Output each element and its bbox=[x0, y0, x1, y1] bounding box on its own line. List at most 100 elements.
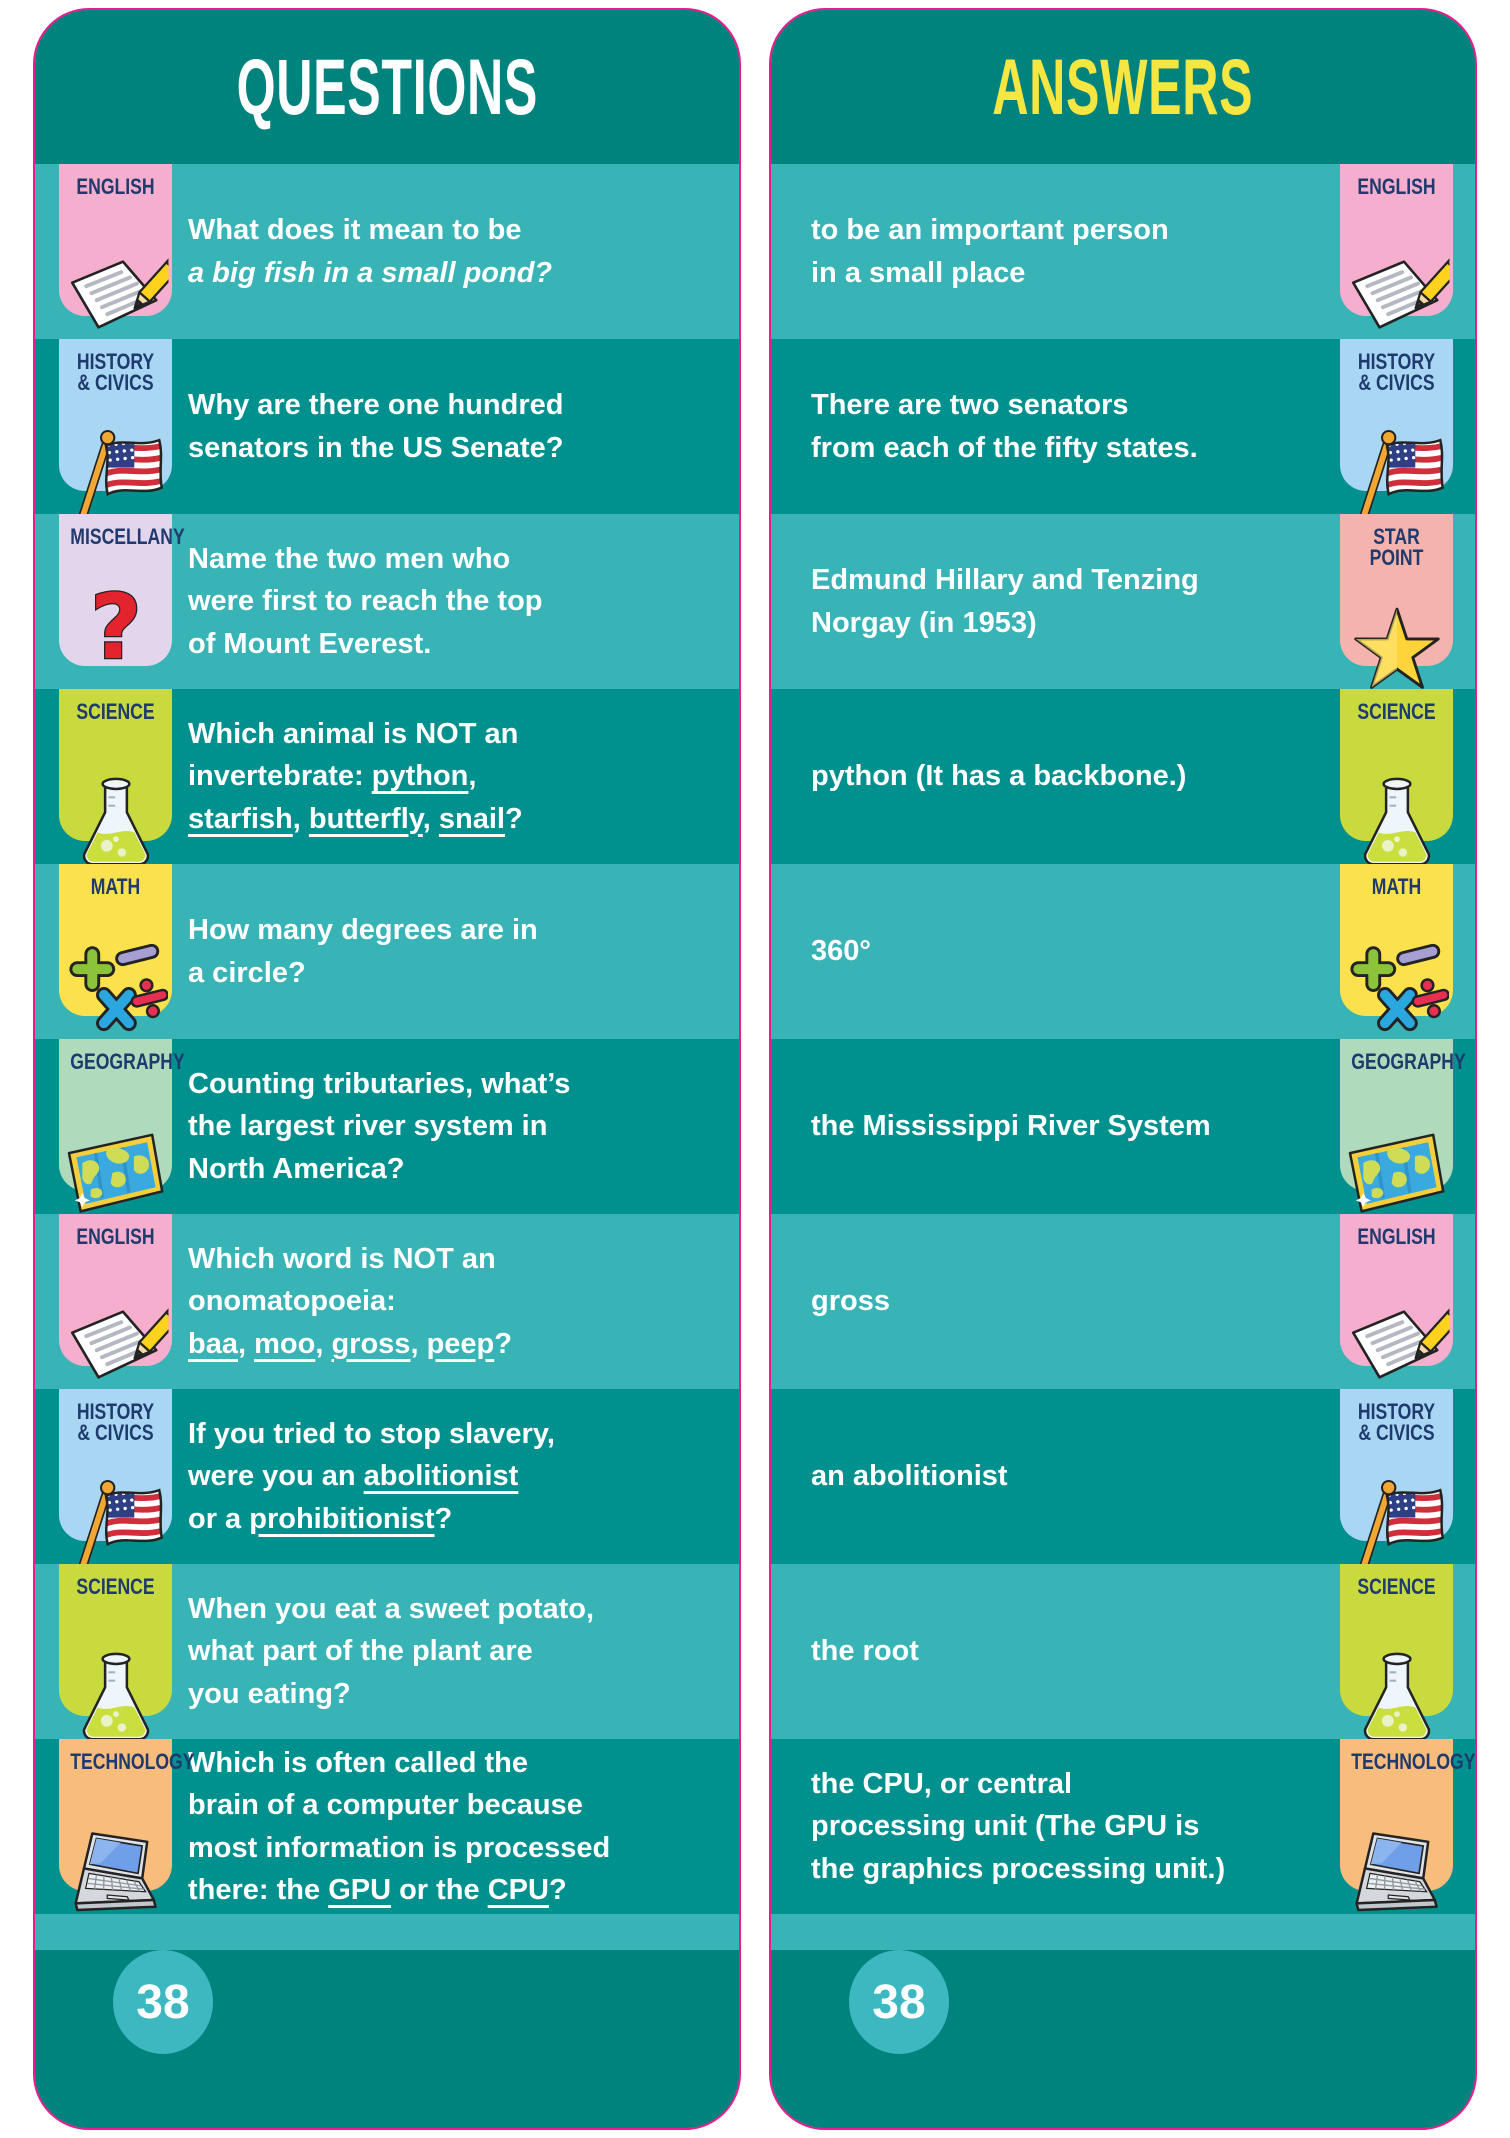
category-label: ENGLISH bbox=[1357, 1224, 1436, 1249]
answers-rows: ENGLISH to be an important person in a sm… bbox=[771, 164, 1475, 1914]
underlined-term: peep bbox=[426, 1327, 495, 1360]
category-badge-technology: TECHNOLOGY bbox=[59, 1739, 195, 1912]
category-label: STAR POINT bbox=[1369, 524, 1424, 570]
answers-title: ANSWERS bbox=[992, 42, 1254, 132]
qa-row: ENGLISH to be an important person in a sm… bbox=[771, 164, 1475, 339]
qa-row: HISTORY & CIVICS If you tried to stop sl… bbox=[35, 1389, 739, 1572]
underlined-term: gross bbox=[331, 1327, 411, 1360]
underlined-term: prohibitionist bbox=[249, 1502, 435, 1535]
answer-text: the Mississippi River System bbox=[811, 1110, 1211, 1143]
paper-pencil-icon bbox=[1344, 1287, 1469, 1388]
italic-text: a big fish in a small pond? bbox=[188, 256, 553, 289]
answer-text: the CPU, or central processing unit (The … bbox=[811, 1768, 1226, 1885]
category-badge-english: ENGLISH bbox=[59, 1214, 188, 1379]
qa-row: SCIENCE Which animal is NOT an invertebra… bbox=[35, 689, 739, 866]
answers-card: ANSWERS ENGLISH to be an important perso… bbox=[769, 8, 1477, 2130]
flask-icon bbox=[1351, 772, 1443, 877]
category-badge-science: SCIENCE bbox=[1340, 1564, 1453, 1741]
math-symbols-icon bbox=[64, 930, 169, 1034]
category-badge-star-point: STAR POINT bbox=[1340, 514, 1453, 689]
category-label: ENGLISH bbox=[76, 174, 155, 199]
category-label: SCIENCE bbox=[76, 699, 155, 724]
questions-header: QUESTIONS bbox=[35, 10, 739, 164]
answer-text: the root bbox=[811, 1635, 919, 1668]
category-badge-geography: GEOGRAPHY bbox=[59, 1039, 185, 1213]
qa-row: HISTORY & CIVICS Why are there one hundr… bbox=[35, 339, 739, 522]
category-label: GEOGRAPHY bbox=[1351, 1049, 1466, 1074]
underlined-term: baa bbox=[188, 1327, 238, 1360]
paper-pencil-icon bbox=[63, 237, 188, 338]
answers-header: ANSWERS bbox=[771, 10, 1475, 164]
qa-row: GEOGRAPHY the Mississippi River System bbox=[771, 1039, 1475, 1214]
category-badge-english: ENGLISH bbox=[59, 164, 188, 329]
question-text: Which word is NOT an onomatopoeia: baa, mo… bbox=[188, 1243, 512, 1360]
flask-icon bbox=[70, 772, 162, 877]
category-label: HISTORY & CIVICS bbox=[76, 349, 155, 395]
paper-pencil-icon bbox=[1344, 237, 1469, 338]
qa-row: ENGLISH What does it mean to be a big fis… bbox=[35, 164, 739, 339]
flask-icon bbox=[1351, 1647, 1443, 1752]
qa-row: HISTORY & CIVICS an abolitionist bbox=[771, 1389, 1475, 1572]
questions-rows: ENGLISH What does it mean to be a big fis… bbox=[35, 164, 739, 1914]
page-number-badge: 38 bbox=[849, 1950, 949, 2054]
qa-row: MATH How many degrees are in a circle? bbox=[35, 864, 739, 1039]
category-badge-history-civics: HISTORY & CIVICS bbox=[1340, 339, 1453, 522]
flask-icon bbox=[70, 1647, 162, 1752]
underlined-term: snail bbox=[438, 802, 505, 835]
us-flag-icon bbox=[66, 421, 166, 525]
page-number: 38 bbox=[872, 1975, 926, 2029]
qa-row: MISCELLANY ? Name the two men who were fir… bbox=[35, 514, 739, 689]
underlined-term: starfish bbox=[188, 802, 293, 835]
qa-row: TECHNOLOGY Which is often called the brai… bbox=[35, 1739, 739, 1914]
qa-row: ENGLISH Which word is NOT an onomatopoeia… bbox=[35, 1214, 739, 1389]
category-label: ENGLISH bbox=[76, 1224, 155, 1249]
question-text: Counting tributaries, what’s the largest … bbox=[188, 1068, 571, 1185]
paper-pencil-icon bbox=[63, 1287, 188, 1388]
qa-row: MATH 360° bbox=[771, 864, 1475, 1039]
qa-row: TECHNOLOGY the CPU, or central processing… bbox=[771, 1739, 1475, 1914]
answer-text: python (It has a backbone.) bbox=[811, 760, 1187, 793]
answer-text: an abolitionist bbox=[811, 1460, 1008, 1493]
category-badge-english: ENGLISH bbox=[1340, 164, 1469, 329]
category-label: TECHNOLOGY bbox=[1351, 1749, 1476, 1774]
category-badge-english: ENGLISH bbox=[1340, 1214, 1469, 1379]
page-number: 38 bbox=[136, 1975, 190, 2029]
question-mark-icon: ? bbox=[78, 575, 154, 682]
qa-row: SCIENCE When you eat a sweet potato, what… bbox=[35, 1564, 739, 1741]
qa-row: GEOGRAPHY Counting tributaries, what’s th… bbox=[35, 1039, 739, 1214]
question-text: If you tried to stop slavery, were you an… bbox=[188, 1418, 555, 1535]
underlined-term: butterfly bbox=[308, 802, 423, 835]
category-badge-science: SCIENCE bbox=[1340, 689, 1453, 866]
underlined-term: abolitionist bbox=[363, 1460, 519, 1493]
category-label: HISTORY & CIVICS bbox=[76, 1399, 155, 1445]
laptop-icon bbox=[64, 1825, 168, 1921]
category-label: HISTORY & CIVICS bbox=[1357, 349, 1436, 395]
question-text: Why are there one hundred senators in the… bbox=[188, 389, 564, 464]
question-text: How many degrees are in a circle? bbox=[188, 914, 538, 989]
underlined-term: GPU bbox=[328, 1873, 392, 1906]
category-label: MATH bbox=[90, 874, 141, 899]
qa-row: HISTORY & CIVICS There are two senators f… bbox=[771, 339, 1475, 522]
question-text: Name the two men who were first to reach … bbox=[188, 543, 543, 660]
category-badge-science: SCIENCE bbox=[59, 1564, 172, 1741]
category-label: TECHNOLOGY bbox=[70, 1749, 195, 1774]
category-badge-history-civics: HISTORY & CIVICS bbox=[59, 1389, 172, 1572]
category-badge-history-civics: HISTORY & CIVICS bbox=[59, 339, 172, 522]
question-text: Which animal is NOT an invertebrate: pyth… bbox=[188, 718, 523, 835]
answer-text: 360° bbox=[811, 935, 871, 968]
qa-row: SCIENCE the root bbox=[771, 1564, 1475, 1741]
math-symbols-icon bbox=[1345, 930, 1450, 1034]
page-number-badge: 38 bbox=[113, 1950, 213, 2054]
category-label: SCIENCE bbox=[1357, 1574, 1436, 1599]
underlined-term: python bbox=[371, 760, 469, 793]
answer-text: There are two senators from each of the f… bbox=[811, 389, 1198, 464]
answer-text: gross bbox=[811, 1285, 890, 1318]
svg-text:?: ? bbox=[90, 579, 142, 680]
category-label: GEOGRAPHY bbox=[70, 1049, 185, 1074]
questions-card: QUESTIONS ENGLISH What does it mean to b… bbox=[33, 8, 741, 2130]
us-flag-icon bbox=[1347, 421, 1447, 525]
us-flag-icon bbox=[66, 1471, 166, 1575]
qa-row: SCIENCE python (It has a backbone.) bbox=[771, 689, 1475, 866]
questions-title: QUESTIONS bbox=[236, 42, 538, 132]
category-label: SCIENCE bbox=[1357, 699, 1436, 724]
